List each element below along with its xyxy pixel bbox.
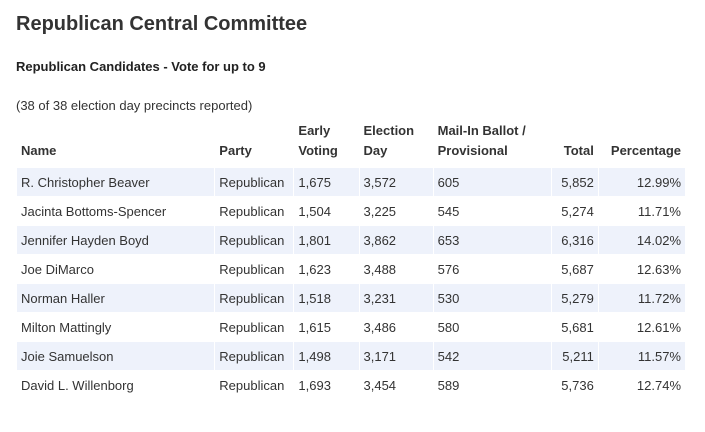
early-voting-count: 1,623 [294,255,359,283]
vote-percentage: 12.99% [598,168,685,196]
mail-in-count: 605 [433,168,551,196]
vote-percentage: 12.61% [598,313,685,341]
vote-percentage: 12.74% [598,371,685,399]
header-mail-line1: Mail-In Ballot / [437,123,526,138]
total-count: 6,316 [551,226,598,254]
early-voting-count: 1,518 [294,284,359,312]
total-count: 5,852 [551,168,598,196]
table-row: Norman Haller Republican 1,518 3,231 530… [17,284,685,312]
table-row: Joie Samuelson Republican 1,498 3,171 54… [17,342,685,370]
table-row: Joe DiMarco Republican 1,623 3,488 576 5… [17,255,685,283]
election-day-count: 3,454 [359,371,433,399]
header-mail-line2: Provisional [437,143,508,158]
vote-percentage: 11.71% [598,197,685,225]
early-voting-count: 1,615 [294,313,359,341]
header-early-line2: Voting [298,143,338,158]
header-eday-line2: Day [363,143,388,158]
mail-in-count: 545 [433,197,551,225]
candidate-party: Republican [215,313,294,341]
total-count: 5,279 [551,284,598,312]
mail-in-count: 580 [433,313,551,341]
vote-percentage: 12.63% [598,255,685,283]
table-header-row: Name Party Early Voting Election Day Mail-… [17,121,685,167]
race-subtitle: Republican Candidates - Vote for up to 9 [16,59,266,74]
candidate-name: David L. Willenborg [17,371,215,399]
early-voting-count: 1,801 [294,226,359,254]
candidate-party: Republican [215,168,294,196]
header-percentage: Percentage [610,143,681,158]
header-mail-in: Mail-In Ballot / Provisional [434,121,551,167]
candidate-name: Norman Haller [17,284,215,312]
election-day-count: 3,171 [359,342,433,370]
election-day-count: 3,488 [359,255,433,283]
total-count: 5,211 [551,342,598,370]
early-voting-count: 1,675 [294,168,359,196]
total-count: 5,736 [551,371,598,399]
mail-in-count: 576 [433,255,551,283]
candidate-party: Republican [215,342,294,370]
vote-percentage: 14.02% [598,226,685,254]
early-voting-count: 1,693 [294,371,359,399]
header-name: Name [21,143,57,158]
precincts-reported: (38 of 38 election day precincts reporte… [16,98,253,113]
mail-in-count: 589 [433,371,551,399]
early-voting-count: 1,504 [294,197,359,225]
table-row: Jennifer Hayden Boyd Republican 1,801 3,… [17,226,685,254]
header-early-voting: Early Voting [294,121,358,167]
header-party: Party [219,143,252,158]
total-count: 5,681 [551,313,598,341]
total-count: 5,274 [551,197,598,225]
candidate-party: Republican [215,197,294,225]
mail-in-count: 530 [433,284,551,312]
header-election-day: Election Day [360,121,433,167]
table-row: R. Christopher Beaver Republican 1,675 3… [17,168,685,196]
candidate-name: Jennifer Hayden Boyd [17,226,215,254]
election-day-count: 3,231 [359,284,433,312]
candidate-party: Republican [215,226,294,254]
header-total: Total [563,143,594,158]
election-day-count: 3,225 [359,197,433,225]
election-day-count: 3,862 [359,226,433,254]
candidate-name: Jacinta Bottoms-Spencer [17,197,215,225]
mail-in-count: 542 [433,342,551,370]
vote-percentage: 11.72% [598,284,685,312]
early-voting-count: 1,498 [294,342,359,370]
election-day-count: 3,486 [359,313,433,341]
header-eday-line1: Election [363,123,415,138]
candidate-name: Joe DiMarco [17,255,215,283]
candidate-name: Joie Samuelson [17,342,215,370]
total-count: 5,687 [551,255,598,283]
table-row: Milton Mattingly Republican 1,615 3,486 … [17,313,685,341]
table-row: David L. Willenborg Republican 1,693 3,4… [17,371,685,399]
candidate-party: Republican [215,371,294,399]
page-title: Republican Central Committee [16,13,308,35]
candidate-name: R. Christopher Beaver [17,168,215,196]
candidate-party: Republican [215,255,294,283]
election-day-count: 3,572 [359,168,433,196]
vote-percentage: 11.57% [598,342,685,370]
results-table: Name Party Early Voting Election Day Mail-… [16,120,686,400]
mail-in-count: 653 [433,226,551,254]
candidate-name: Milton Mattingly [17,313,215,341]
table-row: Jacinta Bottoms-Spencer Republican 1,504… [17,197,685,225]
candidate-party: Republican [215,284,294,312]
header-early-line1: Early [298,123,331,138]
